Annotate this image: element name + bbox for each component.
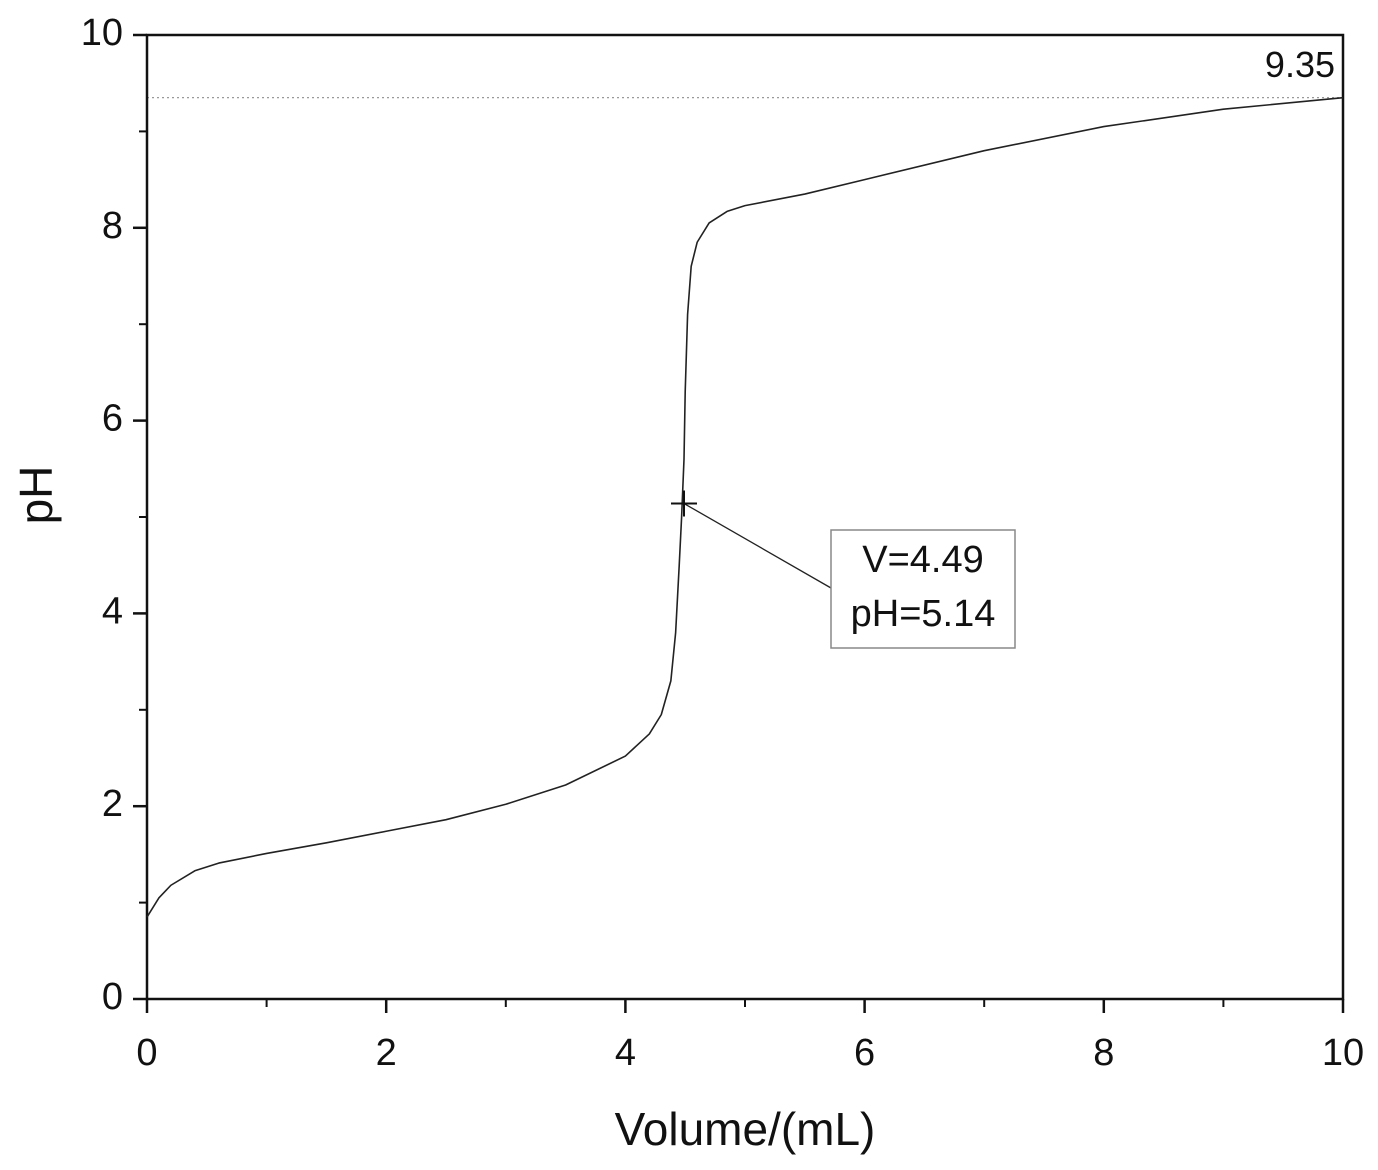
annotation-marker: [671, 490, 698, 517]
y-tick-label: 2: [102, 783, 123, 825]
x-tick-label: 4: [615, 1032, 636, 1074]
annotation-box: [830, 529, 1016, 649]
y-tick-label: 6: [102, 398, 123, 440]
x-tick-label: 8: [1093, 1032, 1114, 1074]
annotation-text: pH=5.14: [851, 593, 996, 635]
x-tick-label: 0: [136, 1032, 157, 1074]
plot-frame: [145, 33, 1345, 1001]
y-tick-label: 4: [102, 590, 123, 632]
x-tick-label: 2: [376, 1032, 397, 1074]
annotation-text: V=4.49: [862, 539, 984, 581]
y-tick-label: 10: [81, 12, 123, 54]
x-tick-label: 10: [1322, 1032, 1364, 1074]
curve: [146, 96, 1344, 918]
annotation-leader: [683, 502, 832, 589]
y-tick-label: 8: [102, 205, 123, 247]
x-axis-label: Volume/(mL): [615, 1103, 876, 1155]
reference-label: 9.35: [1265, 44, 1335, 85]
y-tick-label: 0: [102, 976, 123, 1018]
y-axis-label: pH: [10, 466, 62, 525]
x-tick-label: 6: [854, 1032, 875, 1074]
